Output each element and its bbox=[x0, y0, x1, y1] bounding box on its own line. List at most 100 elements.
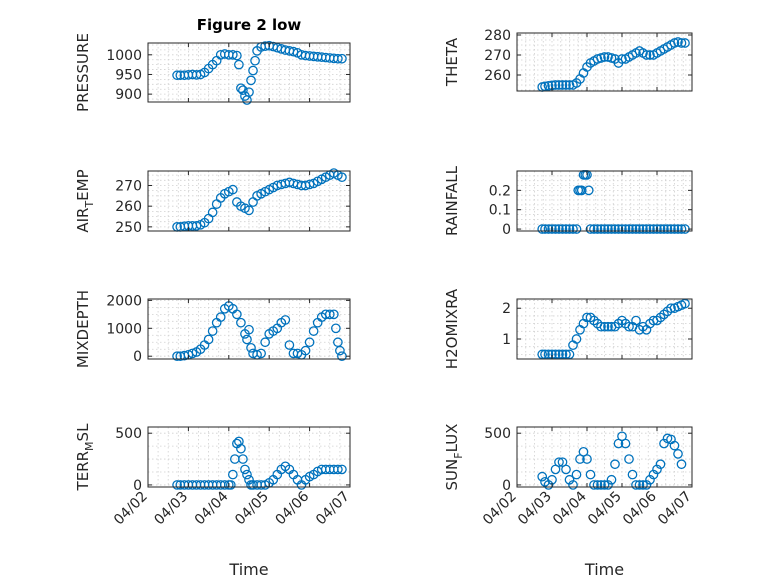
data-point bbox=[624, 454, 634, 464]
y-tick-label: 280 bbox=[484, 28, 511, 44]
data-point bbox=[557, 80, 568, 90]
data-point bbox=[610, 224, 620, 234]
data-point bbox=[599, 52, 610, 62]
data-point bbox=[250, 55, 260, 66]
x-tick-label: 04/03 bbox=[515, 489, 555, 529]
data-point bbox=[583, 185, 594, 196]
axes-frame bbox=[516, 32, 693, 92]
data-point bbox=[236, 443, 246, 454]
data-point bbox=[673, 224, 683, 234]
data-point bbox=[676, 224, 687, 234]
data-point bbox=[564, 80, 575, 90]
data-point bbox=[554, 457, 564, 468]
y-axis-label: AIRTEMP bbox=[74, 169, 96, 232]
data-point bbox=[666, 224, 676, 234]
data-point bbox=[676, 459, 687, 470]
data-point bbox=[227, 184, 238, 195]
y-tick-label: 0 bbox=[133, 349, 142, 365]
data-point bbox=[187, 348, 198, 359]
data-point bbox=[280, 315, 291, 325]
data-point bbox=[624, 224, 634, 234]
data-point bbox=[537, 471, 548, 482]
data-point bbox=[337, 464, 347, 475]
subplot-4: 0 0.1 0.2 RAINFALL bbox=[443, 165, 693, 238]
data-point bbox=[244, 324, 254, 335]
grid bbox=[516, 427, 693, 487]
data-point bbox=[603, 224, 613, 234]
data-point bbox=[599, 480, 610, 490]
y-axis-label: H2OMIXRA bbox=[443, 288, 461, 369]
data-point bbox=[242, 334, 252, 345]
y-axis-label: RAINFALL bbox=[443, 165, 461, 236]
data-point bbox=[561, 224, 571, 234]
data-point bbox=[596, 321, 606, 332]
data-point bbox=[596, 480, 606, 490]
data-point bbox=[592, 224, 603, 234]
y-tick-label: 260 bbox=[115, 199, 142, 215]
data-point bbox=[203, 334, 214, 345]
x-tick-label: 04/04 bbox=[192, 488, 232, 528]
y-tick-label: 250 bbox=[115, 220, 142, 236]
data-point bbox=[631, 480, 641, 490]
subplot-3: 250 260 270 AIRTEMP bbox=[74, 168, 351, 236]
data-point bbox=[589, 224, 599, 234]
data-point bbox=[256, 348, 266, 359]
data-point bbox=[248, 65, 258, 76]
y-tick-label: 950 bbox=[115, 67, 142, 83]
data-point bbox=[648, 224, 659, 234]
data-point bbox=[613, 224, 624, 234]
y-tick-label: 500 bbox=[115, 426, 142, 442]
data-point bbox=[333, 53, 343, 64]
data-point bbox=[673, 449, 683, 459]
y-tick-label: 1 bbox=[502, 332, 511, 348]
data-point bbox=[543, 80, 554, 91]
data-point bbox=[232, 309, 242, 320]
data-point bbox=[669, 224, 680, 234]
data-point bbox=[207, 207, 218, 218]
data-point bbox=[631, 315, 641, 326]
axes-frame bbox=[516, 170, 693, 232]
x-tick-label: 04/02 bbox=[480, 489, 520, 529]
data-point bbox=[234, 59, 244, 70]
data-point bbox=[207, 326, 218, 336]
data-point bbox=[627, 469, 638, 480]
data-point bbox=[620, 438, 631, 449]
x-tick-label: 04/04 bbox=[550, 488, 590, 528]
data-point bbox=[620, 224, 631, 234]
data-point bbox=[554, 80, 564, 90]
y-tick-label: 900 bbox=[115, 87, 142, 103]
data-point bbox=[627, 224, 638, 234]
data-point bbox=[234, 436, 244, 447]
data-point bbox=[589, 480, 599, 490]
data-point bbox=[244, 205, 254, 216]
data-point bbox=[191, 220, 202, 231]
grid bbox=[147, 299, 351, 359]
data-point bbox=[304, 337, 315, 348]
y-tick-label: 1000 bbox=[106, 48, 142, 64]
data-point bbox=[554, 224, 564, 234]
data-point bbox=[638, 224, 648, 234]
data-point bbox=[335, 345, 345, 356]
x-tick-label: 04/05 bbox=[232, 489, 272, 529]
x-tick-label: 04/07 bbox=[313, 489, 353, 529]
grid bbox=[516, 170, 693, 231]
data-point bbox=[244, 87, 254, 98]
subplot-6: 1 2 H2OMIXRA bbox=[443, 288, 693, 369]
data-point bbox=[537, 224, 548, 234]
axes-frame bbox=[147, 298, 351, 360]
data-point bbox=[328, 309, 339, 320]
x-axis-label: Time bbox=[584, 560, 624, 579]
axes-frame bbox=[147, 170, 351, 232]
axes-frame bbox=[147, 426, 351, 488]
data-point bbox=[225, 480, 236, 490]
y-tick-label: 0.2 bbox=[489, 183, 511, 199]
data-point bbox=[172, 351, 182, 362]
data-point bbox=[662, 224, 673, 234]
data-point bbox=[666, 303, 676, 314]
data-point bbox=[610, 459, 620, 470]
y-axis-label: SUNFLUX bbox=[443, 424, 465, 491]
y-axis-label: THETA bbox=[443, 37, 461, 87]
data-point bbox=[669, 440, 680, 451]
data-point bbox=[576, 185, 587, 196]
